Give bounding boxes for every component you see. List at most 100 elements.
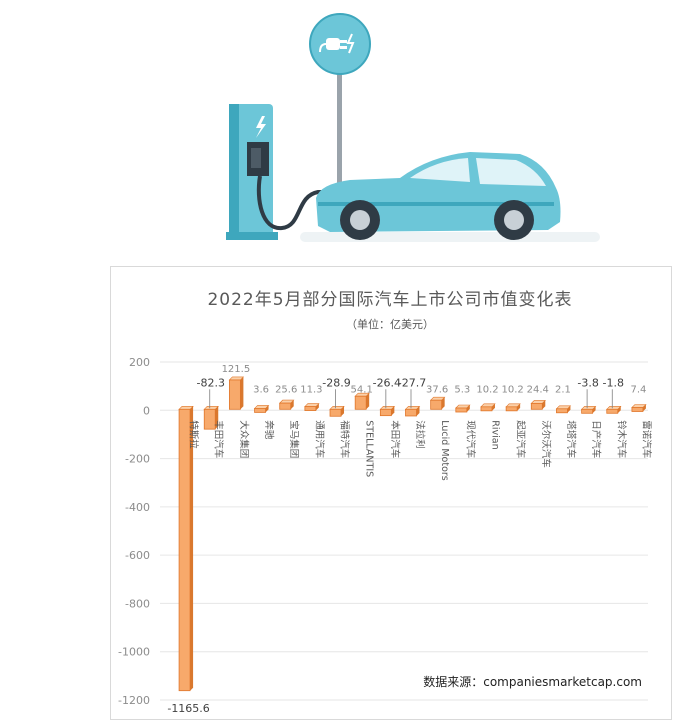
bar (429, 396, 446, 410)
bar-side (190, 406, 194, 691)
value-label: 121.5 (222, 364, 251, 375)
category-label: 特斯拉 (188, 420, 200, 449)
category-label: 起亚汽车 (515, 420, 527, 458)
category-label: 通用汽车 (313, 420, 325, 458)
bar-front (455, 407, 468, 413)
bar (379, 405, 396, 417)
bar-front (606, 408, 619, 414)
bar-front (304, 406, 317, 411)
category-label: 丰田汽车 (213, 420, 225, 458)
bar (404, 405, 421, 417)
bar-side (567, 405, 571, 413)
bar (505, 403, 521, 412)
bar (530, 400, 547, 410)
category-label: 日产汽车 (590, 420, 602, 458)
bar-front (480, 406, 493, 412)
bar-front (530, 402, 543, 410)
value-label: -28.9 (322, 376, 350, 389)
y-tick-label: 200 (129, 356, 150, 369)
category-label: 雷诺汽车 (640, 420, 652, 458)
ev-plug-icon (319, 33, 355, 54)
bar (278, 399, 295, 410)
value-label: -27.7 (398, 376, 426, 389)
chart-subtitle: （单位：亿美元） (346, 317, 434, 331)
category-label: 塔塔汽车 (565, 420, 577, 458)
category-label: 沃尔沃汽车 (540, 420, 552, 468)
bar (606, 405, 622, 414)
value-label: -26.4 (373, 376, 401, 389)
ev-charging-illustration (226, 13, 600, 242)
bar-side (642, 404, 646, 412)
bar (203, 405, 219, 430)
category-labels: 特斯拉 丰田汽车 大众集团 奔驰 宝马集团 通用汽车 福特汽车 STELLANTIS 本田汽车 法… (188, 420, 653, 481)
value-label: 7.4 (630, 384, 646, 395)
bar-side (617, 406, 621, 414)
bars (178, 376, 647, 692)
bar-front (203, 408, 216, 430)
electric-car-icon (316, 152, 561, 240)
category-label: Lucid Motors (439, 420, 450, 481)
charging-cable (256, 175, 334, 230)
bar-front (631, 407, 644, 412)
value-label: 5.3 (454, 384, 470, 395)
lightning-bolt-icon (256, 116, 266, 138)
value-label: 25.6 (275, 384, 297, 395)
bar-front (505, 406, 518, 412)
bar (228, 376, 245, 410)
bar-front (379, 408, 392, 417)
bar-front (556, 408, 568, 414)
y-tick-label: -400 (125, 501, 150, 514)
y-tick-label: -1000 (118, 646, 150, 659)
value-label: -82.3 (197, 376, 225, 389)
chart-frame (110, 266, 672, 720)
y-tick-label: -1200 (118, 694, 150, 707)
bar-front (178, 408, 191, 692)
bar (329, 405, 345, 417)
category-label: 现代汽车 (464, 420, 476, 458)
value-label: 3.6 (253, 384, 269, 395)
sign-post (337, 68, 342, 208)
source-note: 数据来源：companiesmarketcap.com (423, 674, 642, 689)
bar (253, 405, 270, 413)
category-label: 福特汽车 (339, 420, 351, 458)
category-label: 铃木汽车 (615, 420, 627, 458)
bar-side (265, 405, 269, 413)
category-label: 宝马集团 (288, 420, 300, 458)
bar-side (441, 397, 445, 410)
value-label: -3.8 (577, 376, 598, 389)
bar-front (405, 408, 417, 417)
bar (178, 405, 194, 692)
bar-side (542, 400, 546, 410)
bar (555, 405, 572, 414)
value-label: 10.2 (476, 384, 498, 395)
category-label: STELLANTIS (364, 420, 375, 477)
value-label: 24.4 (527, 384, 549, 395)
bar (354, 392, 370, 410)
bar (480, 403, 496, 412)
category-label: 大众集团 (238, 420, 250, 458)
bar-front (254, 408, 266, 413)
value-label: 10.2 (501, 384, 523, 395)
category-label: 法拉利 (414, 420, 426, 449)
y-tick-label: -600 (125, 549, 150, 562)
bar-side (592, 406, 596, 414)
y-axis-ticks: 200 0 -200 -400 -600 -800 -1000 -1200 (118, 356, 150, 707)
bar-front (279, 402, 292, 410)
category-label: 本田汽车 (389, 420, 401, 458)
y-tick-label: 0 (143, 404, 150, 417)
bar-side (491, 403, 495, 411)
bar-front (228, 379, 241, 410)
bar-front (329, 408, 342, 417)
bar-side (215, 406, 219, 430)
bar (631, 404, 647, 412)
value-label: -1165.6 (167, 702, 209, 715)
value-label: 54.1 (351, 384, 373, 395)
bar-side (517, 403, 521, 411)
bar-side (315, 403, 319, 411)
bar (304, 403, 320, 411)
category-label: Rivian (489, 420, 500, 449)
y-tick-label: -800 (125, 597, 150, 610)
bar-side (366, 393, 370, 410)
bar-side (466, 405, 470, 413)
value-label: 37.6 (426, 384, 448, 395)
